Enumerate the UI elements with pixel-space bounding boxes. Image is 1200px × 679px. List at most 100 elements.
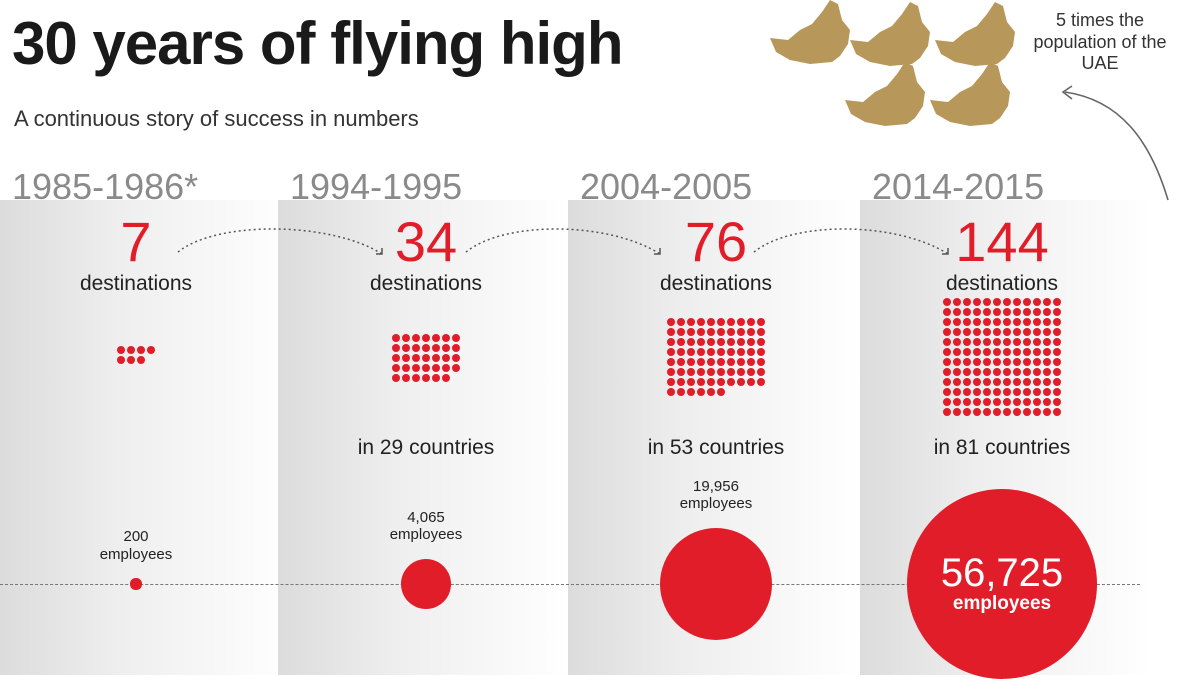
destination-dot <box>677 388 685 396</box>
connector-arrowhead <box>942 248 949 255</box>
destination-dot <box>727 378 735 386</box>
destination-dot <box>1003 398 1011 406</box>
destination-dot <box>677 318 685 326</box>
countries-label: in 29 countries <box>357 436 495 459</box>
destinations-dot-grid <box>667 318 765 396</box>
destination-dot <box>422 344 430 352</box>
destinations-label: destinations <box>945 272 1059 295</box>
destination-dot <box>953 298 961 306</box>
destination-dot <box>1003 298 1011 306</box>
countries-label: in 81 countries <box>933 436 1071 459</box>
destination-dot <box>697 368 705 376</box>
destination-dot <box>697 388 705 396</box>
uae-map-silhouette <box>770 0 850 64</box>
connector-dotted-arrow <box>753 228 949 255</box>
destination-dot <box>402 354 410 362</box>
destination-dot <box>737 338 745 346</box>
destination-dot <box>717 388 725 396</box>
destination-dot <box>943 368 951 376</box>
destination-dot <box>953 358 961 366</box>
destination-dot <box>973 298 981 306</box>
destination-dot <box>1023 378 1031 386</box>
destination-dot <box>1033 308 1041 316</box>
destination-dot <box>1013 368 1021 376</box>
destination-dot <box>983 378 991 386</box>
destination-dot <box>963 308 971 316</box>
destination-dot <box>392 374 400 382</box>
destination-dot <box>727 348 735 356</box>
destination-dot <box>432 354 440 362</box>
destination-dot <box>983 308 991 316</box>
destination-dot <box>943 408 951 416</box>
destination-dot <box>993 368 1001 376</box>
employees-label: employees <box>389 525 463 543</box>
employees-label: employees <box>679 494 753 512</box>
destination-dot <box>697 358 705 366</box>
destination-dot <box>963 408 971 416</box>
destination-dot <box>1023 308 1031 316</box>
destination-dot <box>1033 388 1041 396</box>
destination-dot <box>757 328 765 336</box>
destination-dot <box>147 346 155 354</box>
destination-dot <box>1003 338 1011 346</box>
destination-dot <box>737 378 745 386</box>
employees-caption: 4,065 employees <box>326 509 526 544</box>
destination-dot <box>667 318 675 326</box>
destination-dot <box>707 388 715 396</box>
destination-dot <box>1003 368 1011 376</box>
uae-map-silhouette <box>850 2 930 66</box>
destination-dot <box>1053 338 1061 346</box>
destination-dot <box>442 364 450 372</box>
destination-dot <box>687 388 695 396</box>
destination-dot <box>757 318 765 326</box>
destination-dot <box>993 358 1001 366</box>
destination-dot <box>687 368 695 376</box>
destination-dot <box>1053 358 1061 366</box>
destination-dot <box>983 388 991 396</box>
destination-dot <box>757 378 765 386</box>
destination-dot <box>412 344 420 352</box>
destination-dot <box>953 328 961 336</box>
destination-dot <box>737 348 745 356</box>
employees-baseline <box>0 584 1140 585</box>
uae-map-silhouette <box>930 62 1010 126</box>
destination-dot <box>687 378 695 386</box>
employees-label: employees <box>99 545 173 563</box>
destination-dot <box>1023 368 1031 376</box>
destination-dot <box>717 358 725 366</box>
destination-dot <box>137 346 145 354</box>
destination-dot <box>677 358 685 366</box>
destinations-label: destinations <box>659 272 773 295</box>
destination-dot <box>1003 378 1011 386</box>
destinations-label: destinations <box>369 272 483 295</box>
destination-dot <box>943 328 951 336</box>
destination-dot <box>993 338 1001 346</box>
chart-title: 30 years of flying high <box>12 10 623 77</box>
destinations-value: 34 <box>394 210 458 273</box>
destination-dot <box>127 346 135 354</box>
destination-dot <box>667 358 675 366</box>
destination-dot <box>1013 308 1021 316</box>
destination-dot <box>1003 328 1011 336</box>
destination-dot <box>1003 408 1011 416</box>
destination-dot <box>1043 308 1051 316</box>
destination-dot <box>402 374 410 382</box>
destination-dot <box>1053 298 1061 306</box>
destination-dot <box>963 328 971 336</box>
destination-dot <box>973 398 981 406</box>
destination-dot <box>963 398 971 406</box>
destination-dot <box>973 348 981 356</box>
destination-dot <box>1003 388 1011 396</box>
uae-population-note: 5 times the population of the UAE <box>1033 10 1167 74</box>
destination-dot <box>1043 388 1051 396</box>
destination-dot <box>1033 398 1041 406</box>
destination-dot <box>452 344 460 352</box>
destinations-value: 144 <box>955 210 1049 273</box>
destination-dot <box>953 398 961 406</box>
destination-dot <box>747 318 755 326</box>
destination-dot <box>953 408 961 416</box>
destination-dot <box>953 388 961 396</box>
destination-dot <box>1013 378 1021 386</box>
